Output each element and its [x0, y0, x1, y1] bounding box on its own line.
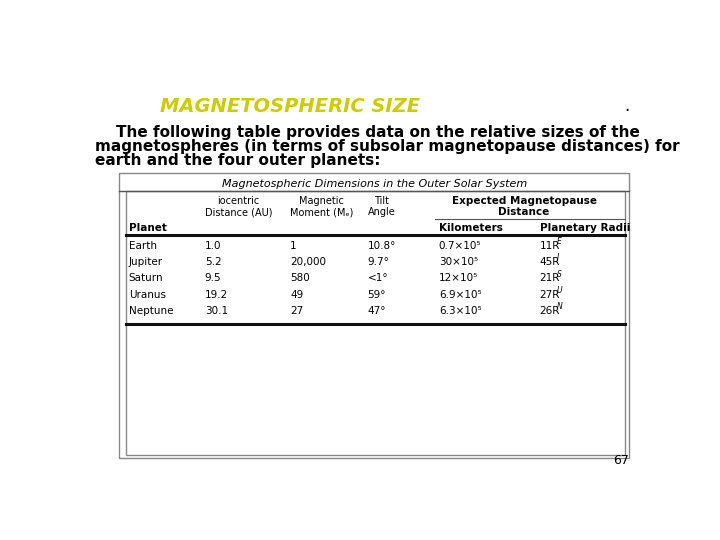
- Text: 26R: 26R: [539, 306, 560, 316]
- Text: 47°: 47°: [367, 306, 386, 316]
- Text: 30.1: 30.1: [204, 306, 228, 316]
- Text: Jupiter: Jupiter: [129, 257, 163, 267]
- Text: 30×10⁵: 30×10⁵: [438, 257, 478, 267]
- Text: 67: 67: [613, 454, 629, 467]
- Text: 27: 27: [290, 306, 303, 316]
- Text: 9.5: 9.5: [204, 273, 221, 284]
- Text: 1: 1: [290, 241, 297, 251]
- Text: 20,000: 20,000: [290, 257, 326, 267]
- Text: Magnetic
Moment (Mₑ): Magnetic Moment (Mₑ): [290, 195, 354, 217]
- Text: 49: 49: [290, 289, 303, 300]
- Text: Expected Magnetopause
Distance: Expected Magnetopause Distance: [451, 195, 596, 217]
- Text: U: U: [557, 286, 562, 295]
- Text: J: J: [557, 253, 559, 262]
- Text: Neptune: Neptune: [129, 306, 174, 316]
- Text: Saturn: Saturn: [129, 273, 163, 284]
- Bar: [120, 173, 629, 457]
- Text: E: E: [557, 237, 562, 246]
- Text: 12×10⁵: 12×10⁵: [438, 273, 478, 284]
- Text: 19.2: 19.2: [204, 289, 228, 300]
- Text: N: N: [557, 302, 562, 311]
- Text: 5.2: 5.2: [204, 257, 221, 267]
- Text: 0.7×10⁵: 0.7×10⁵: [438, 241, 481, 251]
- Text: 1.0: 1.0: [204, 241, 221, 251]
- Text: iocentric
Distance (AU): iocentric Distance (AU): [204, 195, 272, 217]
- Text: Kilometers: Kilometers: [438, 222, 503, 233]
- Text: 9.7°: 9.7°: [367, 257, 390, 267]
- Text: 6.9×10⁵: 6.9×10⁵: [438, 289, 482, 300]
- Text: The following table provides data on the relative sizes of the: The following table provides data on the…: [94, 125, 639, 140]
- Text: earth and the four outer planets:: earth and the four outer planets:: [94, 153, 380, 167]
- Text: 6.3×10⁵: 6.3×10⁵: [438, 306, 482, 316]
- Bar: [126, 191, 625, 455]
- Text: <1°: <1°: [367, 273, 388, 284]
- Text: Magnetospheric Dimensions in the Outer Solar System: Magnetospheric Dimensions in the Outer S…: [222, 179, 527, 189]
- Text: 27R: 27R: [539, 289, 560, 300]
- Text: Planet: Planet: [129, 222, 166, 233]
- Text: Uranus: Uranus: [129, 289, 166, 300]
- Text: 45R: 45R: [539, 257, 560, 267]
- Text: 21R: 21R: [539, 273, 560, 284]
- Text: Tilt
Angle: Tilt Angle: [367, 195, 395, 217]
- Text: magnetospheres (in terms of subsolar magnetopause distances) for: magnetospheres (in terms of subsolar mag…: [94, 139, 679, 154]
- Text: 580: 580: [290, 273, 310, 284]
- Text: MAGNETOSPHERIC SIZE: MAGNETOSPHERIC SIZE: [160, 97, 420, 116]
- Text: .: .: [625, 97, 630, 115]
- Text: 11R: 11R: [539, 241, 560, 251]
- Text: 59°: 59°: [367, 289, 386, 300]
- Text: Planetary Radii: Planetary Radii: [539, 222, 630, 233]
- Text: S: S: [557, 269, 562, 279]
- Text: Earth: Earth: [129, 241, 157, 251]
- Text: 10.8°: 10.8°: [367, 241, 396, 251]
